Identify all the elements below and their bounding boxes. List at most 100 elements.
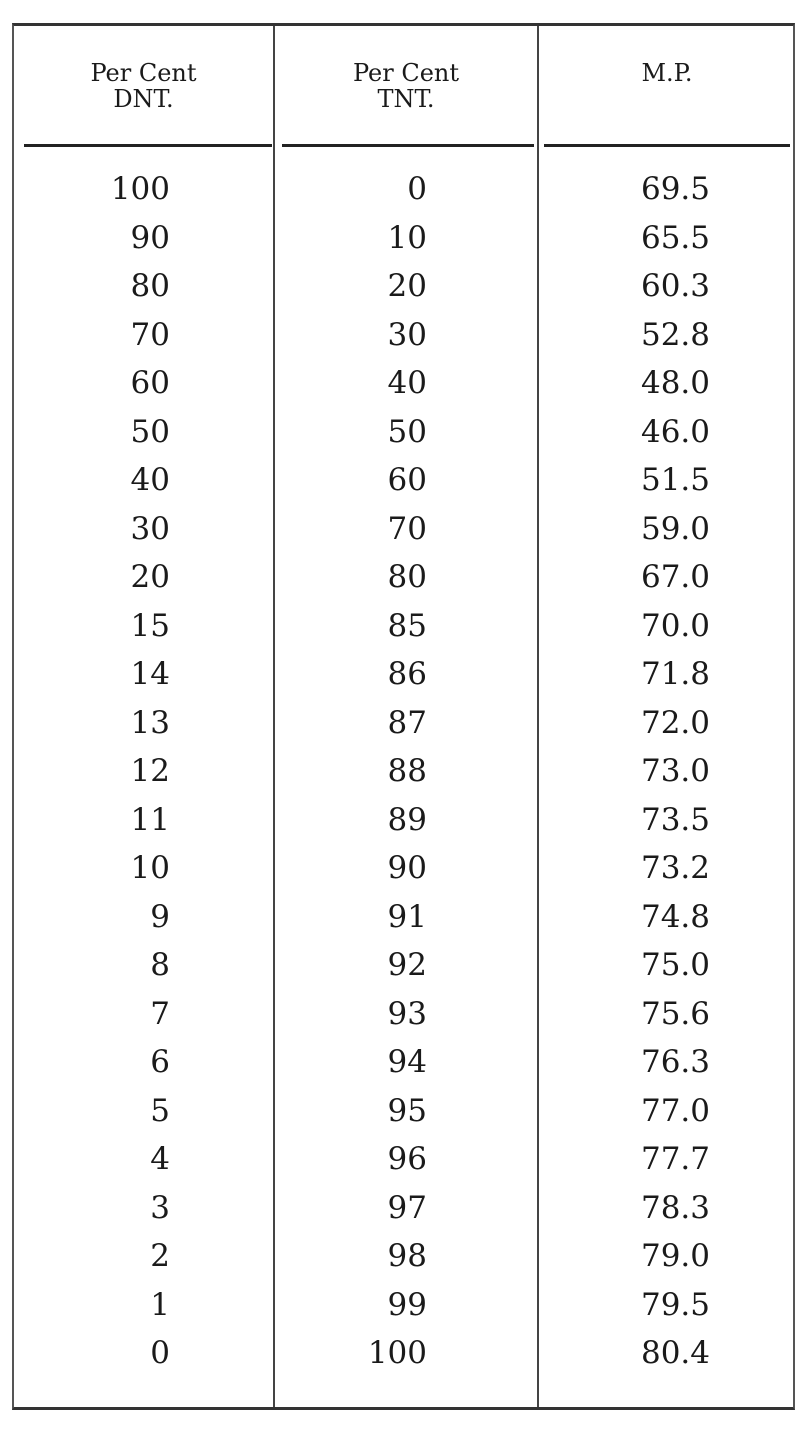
mp-cell: 48.0 (640, 365, 710, 401)
table-row: 0 100 80.4 (14, 1335, 793, 1375)
tnt-cell: 40 (387, 365, 427, 401)
tnt-cell: 60 (387, 462, 427, 498)
dnt-cell: 8 (150, 947, 170, 983)
mp-cell: 65.5 (640, 219, 710, 256)
header-line: TNT. (377, 85, 435, 113)
tnt-cell: 94 (387, 1044, 427, 1080)
dnt-cell: 2 (150, 1238, 170, 1274)
mp-cell: 69.5 (640, 171, 710, 207)
table-row: 8 92 75.0 (14, 947, 793, 987)
table-row: 13 87 72.0 (14, 705, 793, 745)
mp-cell: 74.8 (640, 898, 710, 935)
mp-cell: 76.3 (640, 1044, 710, 1080)
dnt-cell: 60 (130, 365, 170, 401)
mp-cell: 71.8 (640, 656, 710, 692)
table-row: 5 95 77.0 (14, 1093, 793, 1133)
header-tnt: Per Cent TNT. (275, 60, 537, 112)
mp-cell: 46.0 (640, 413, 710, 450)
mp-cell: 73.2 (640, 850, 710, 886)
tnt-cell: 99 (387, 1286, 427, 1323)
table-row: 11 89 73.5 (14, 802, 793, 842)
mp-cell: 67.0 (640, 559, 710, 595)
table-row: 7 93 75.6 (14, 996, 793, 1036)
dnt-cell: 0 (150, 1335, 170, 1371)
dnt-cell: 9 (150, 898, 170, 935)
mp-cell: 78.3 (640, 1189, 710, 1226)
dnt-cell: 40 (130, 462, 170, 498)
dnt-cell: 20 (130, 559, 170, 595)
table-row: 1 99 79.5 (14, 1287, 793, 1327)
table-row: 80 20 60.3 (14, 268, 793, 308)
header-line: DNT. (113, 85, 174, 113)
tnt-cell: 86 (387, 656, 427, 692)
dnt-cell: 50 (130, 413, 170, 450)
tnt-cell: 100 (367, 1335, 427, 1371)
mp-cell: 59.0 (640, 510, 710, 547)
tnt-cell: 95 (387, 1092, 427, 1129)
dnt-cell: 80 (130, 268, 170, 304)
mp-cell: 73.5 (640, 801, 710, 838)
table-row: 70 30 52.8 (14, 317, 793, 357)
tnt-cell: 91 (387, 898, 427, 935)
mp-cell: 72.0 (640, 704, 710, 741)
tnt-cell: 88 (387, 753, 427, 789)
table-row: 30 70 59.0 (14, 511, 793, 551)
dnt-cell: 100 (110, 171, 170, 207)
tnt-cell: 50 (387, 413, 427, 450)
mp-cell: 51.5 (640, 462, 710, 498)
dnt-cell: 5 (150, 1092, 170, 1129)
table-row: 50 50 46.0 (14, 414, 793, 454)
dnt-cell: 6 (150, 1044, 170, 1080)
tnt-cell: 70 (387, 510, 427, 547)
tnt-cell: 98 (387, 1238, 427, 1274)
mp-cell: 70.0 (640, 607, 710, 644)
tnt-cell: 90 (387, 850, 427, 886)
dnt-cell: 3 (150, 1189, 170, 1226)
table-row: 40 60 51.5 (14, 462, 793, 502)
tnt-cell: 85 (387, 607, 427, 644)
dnt-cell: 4 (150, 1141, 170, 1177)
column-divider (273, 26, 275, 1407)
dnt-cell: 1 (150, 1286, 170, 1323)
dnt-cell: 13 (130, 704, 170, 741)
mp-cell: 77.0 (640, 1092, 710, 1129)
header-line: Per Cent (90, 59, 197, 87)
tnt-cell: 0 (407, 171, 427, 207)
tnt-cell: 87 (387, 704, 427, 741)
table-row: 4 96 77.7 (14, 1141, 793, 1181)
mp-cell: 75.0 (640, 947, 710, 983)
mp-cell: 75.6 (640, 995, 710, 1032)
table-row: 12 88 73.0 (14, 753, 793, 793)
tnt-cell: 93 (387, 995, 427, 1032)
dnt-cell: 14 (130, 656, 170, 692)
column-divider (537, 26, 539, 1407)
header-mp: M.P. (539, 60, 795, 86)
data-table: Per Cent DNT. Per Cent TNT. M.P. 100 0 69.… (12, 23, 795, 1410)
header-rule (282, 144, 534, 147)
dnt-cell: 15 (130, 607, 170, 644)
header-dnt: Per Cent DNT. (14, 60, 273, 112)
table-row: 20 80 67.0 (14, 559, 793, 599)
tnt-cell: 96 (387, 1141, 427, 1177)
table-row: 2 98 79.0 (14, 1238, 793, 1278)
header-line: M.P. (641, 59, 693, 87)
table-row: 6 94 76.3 (14, 1044, 793, 1084)
tnt-cell: 10 (387, 219, 427, 256)
dnt-cell: 90 (130, 219, 170, 256)
tnt-cell: 20 (387, 268, 427, 304)
mp-cell: 79.0 (640, 1238, 710, 1274)
mp-cell: 80.4 (640, 1335, 710, 1371)
tnt-cell: 30 (387, 316, 427, 353)
dnt-cell: 7 (150, 995, 170, 1032)
mp-cell: 60.3 (640, 268, 710, 304)
mp-cell: 52.8 (640, 316, 710, 353)
table-row: 14 86 71.8 (14, 656, 793, 696)
dnt-cell: 11 (130, 801, 170, 838)
table-row: 15 85 70.0 (14, 608, 793, 648)
header-rule (544, 144, 790, 147)
dnt-cell: 70 (130, 316, 170, 353)
mp-cell: 73.0 (640, 753, 710, 789)
mp-cell: 77.7 (640, 1141, 710, 1177)
table-row: 9 91 74.8 (14, 899, 793, 939)
table-row: 90 10 65.5 (14, 220, 793, 260)
